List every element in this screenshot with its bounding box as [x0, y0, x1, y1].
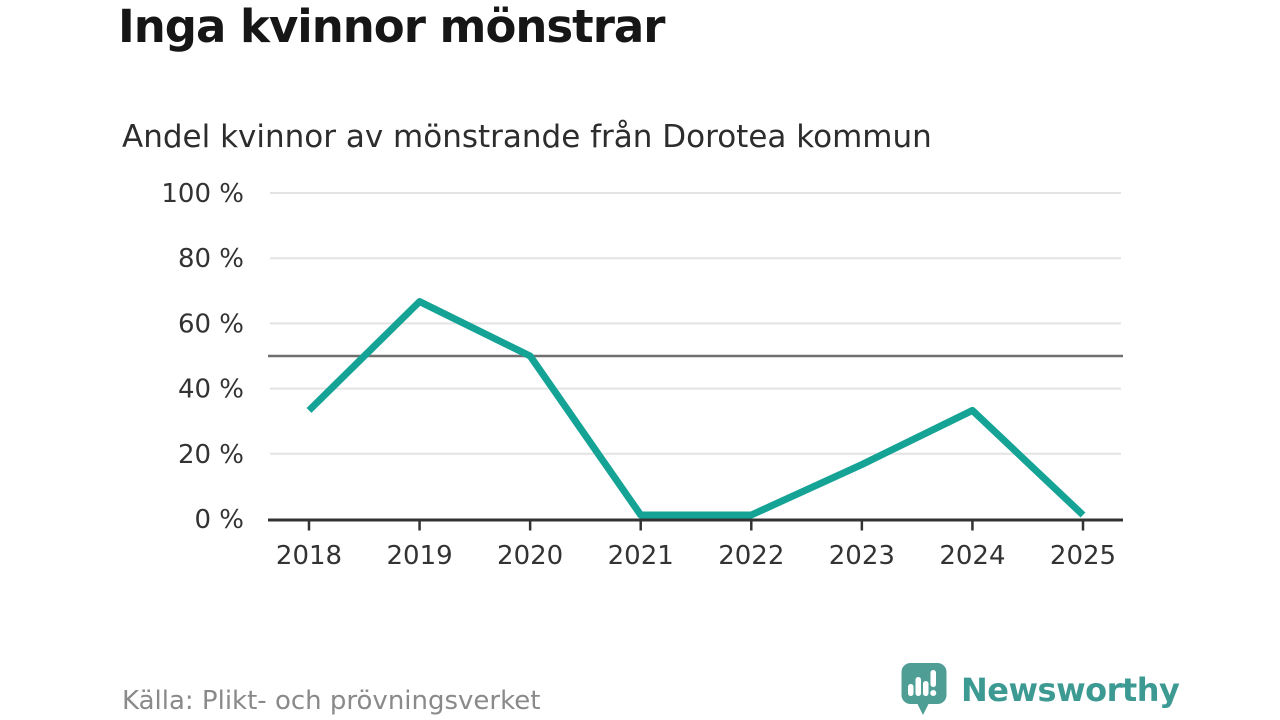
svg-text:20 %: 20 %	[178, 440, 244, 470]
svg-text:40 %: 40 %	[178, 375, 244, 405]
svg-text:2023: 2023	[829, 541, 895, 571]
x-axis-labels: 2018 2019 2020 2021 2022 2023 2024 2025	[276, 541, 1116, 571]
chart-subtitle: Andel kvinnor av mönstrande från Dorotea…	[122, 119, 932, 155]
svg-text:2024: 2024	[939, 541, 1005, 571]
newsworthy-logo-icon	[901, 663, 947, 715]
line-chart: 0 % 20 % 40 % 60 % 80 % 100 % 2018 2019 2020 2021…	[161, 179, 1123, 571]
svg-text:2022: 2022	[718, 541, 784, 571]
svg-text:2020: 2020	[497, 541, 563, 571]
svg-text:60 %: 60 %	[178, 309, 244, 339]
svg-text:2025: 2025	[1050, 541, 1116, 571]
svg-text:2018: 2018	[276, 541, 342, 571]
x-axis-ticks	[307, 521, 1085, 531]
page-title: Inga kvinnor mönstrar	[118, 0, 665, 53]
data-line	[306, 298, 1086, 519]
svg-text:0 %: 0 %	[194, 505, 244, 535]
svg-text:2019: 2019	[386, 541, 452, 571]
y-axis-labels: 0 % 20 % 40 % 60 % 80 % 100 %	[161, 179, 244, 535]
newsworthy-logo-text: Newsworthy	[961, 670, 1180, 709]
gridlines	[270, 192, 1121, 455]
newsworthy-logo: Newsworthy	[901, 663, 1180, 716]
svg-text:100 %: 100 %	[161, 179, 244, 209]
svg-text:2021: 2021	[608, 541, 674, 571]
source-text: Källa: Plikt- och prövningsverket	[122, 686, 541, 716]
svg-text:80 %: 80 %	[178, 244, 244, 274]
